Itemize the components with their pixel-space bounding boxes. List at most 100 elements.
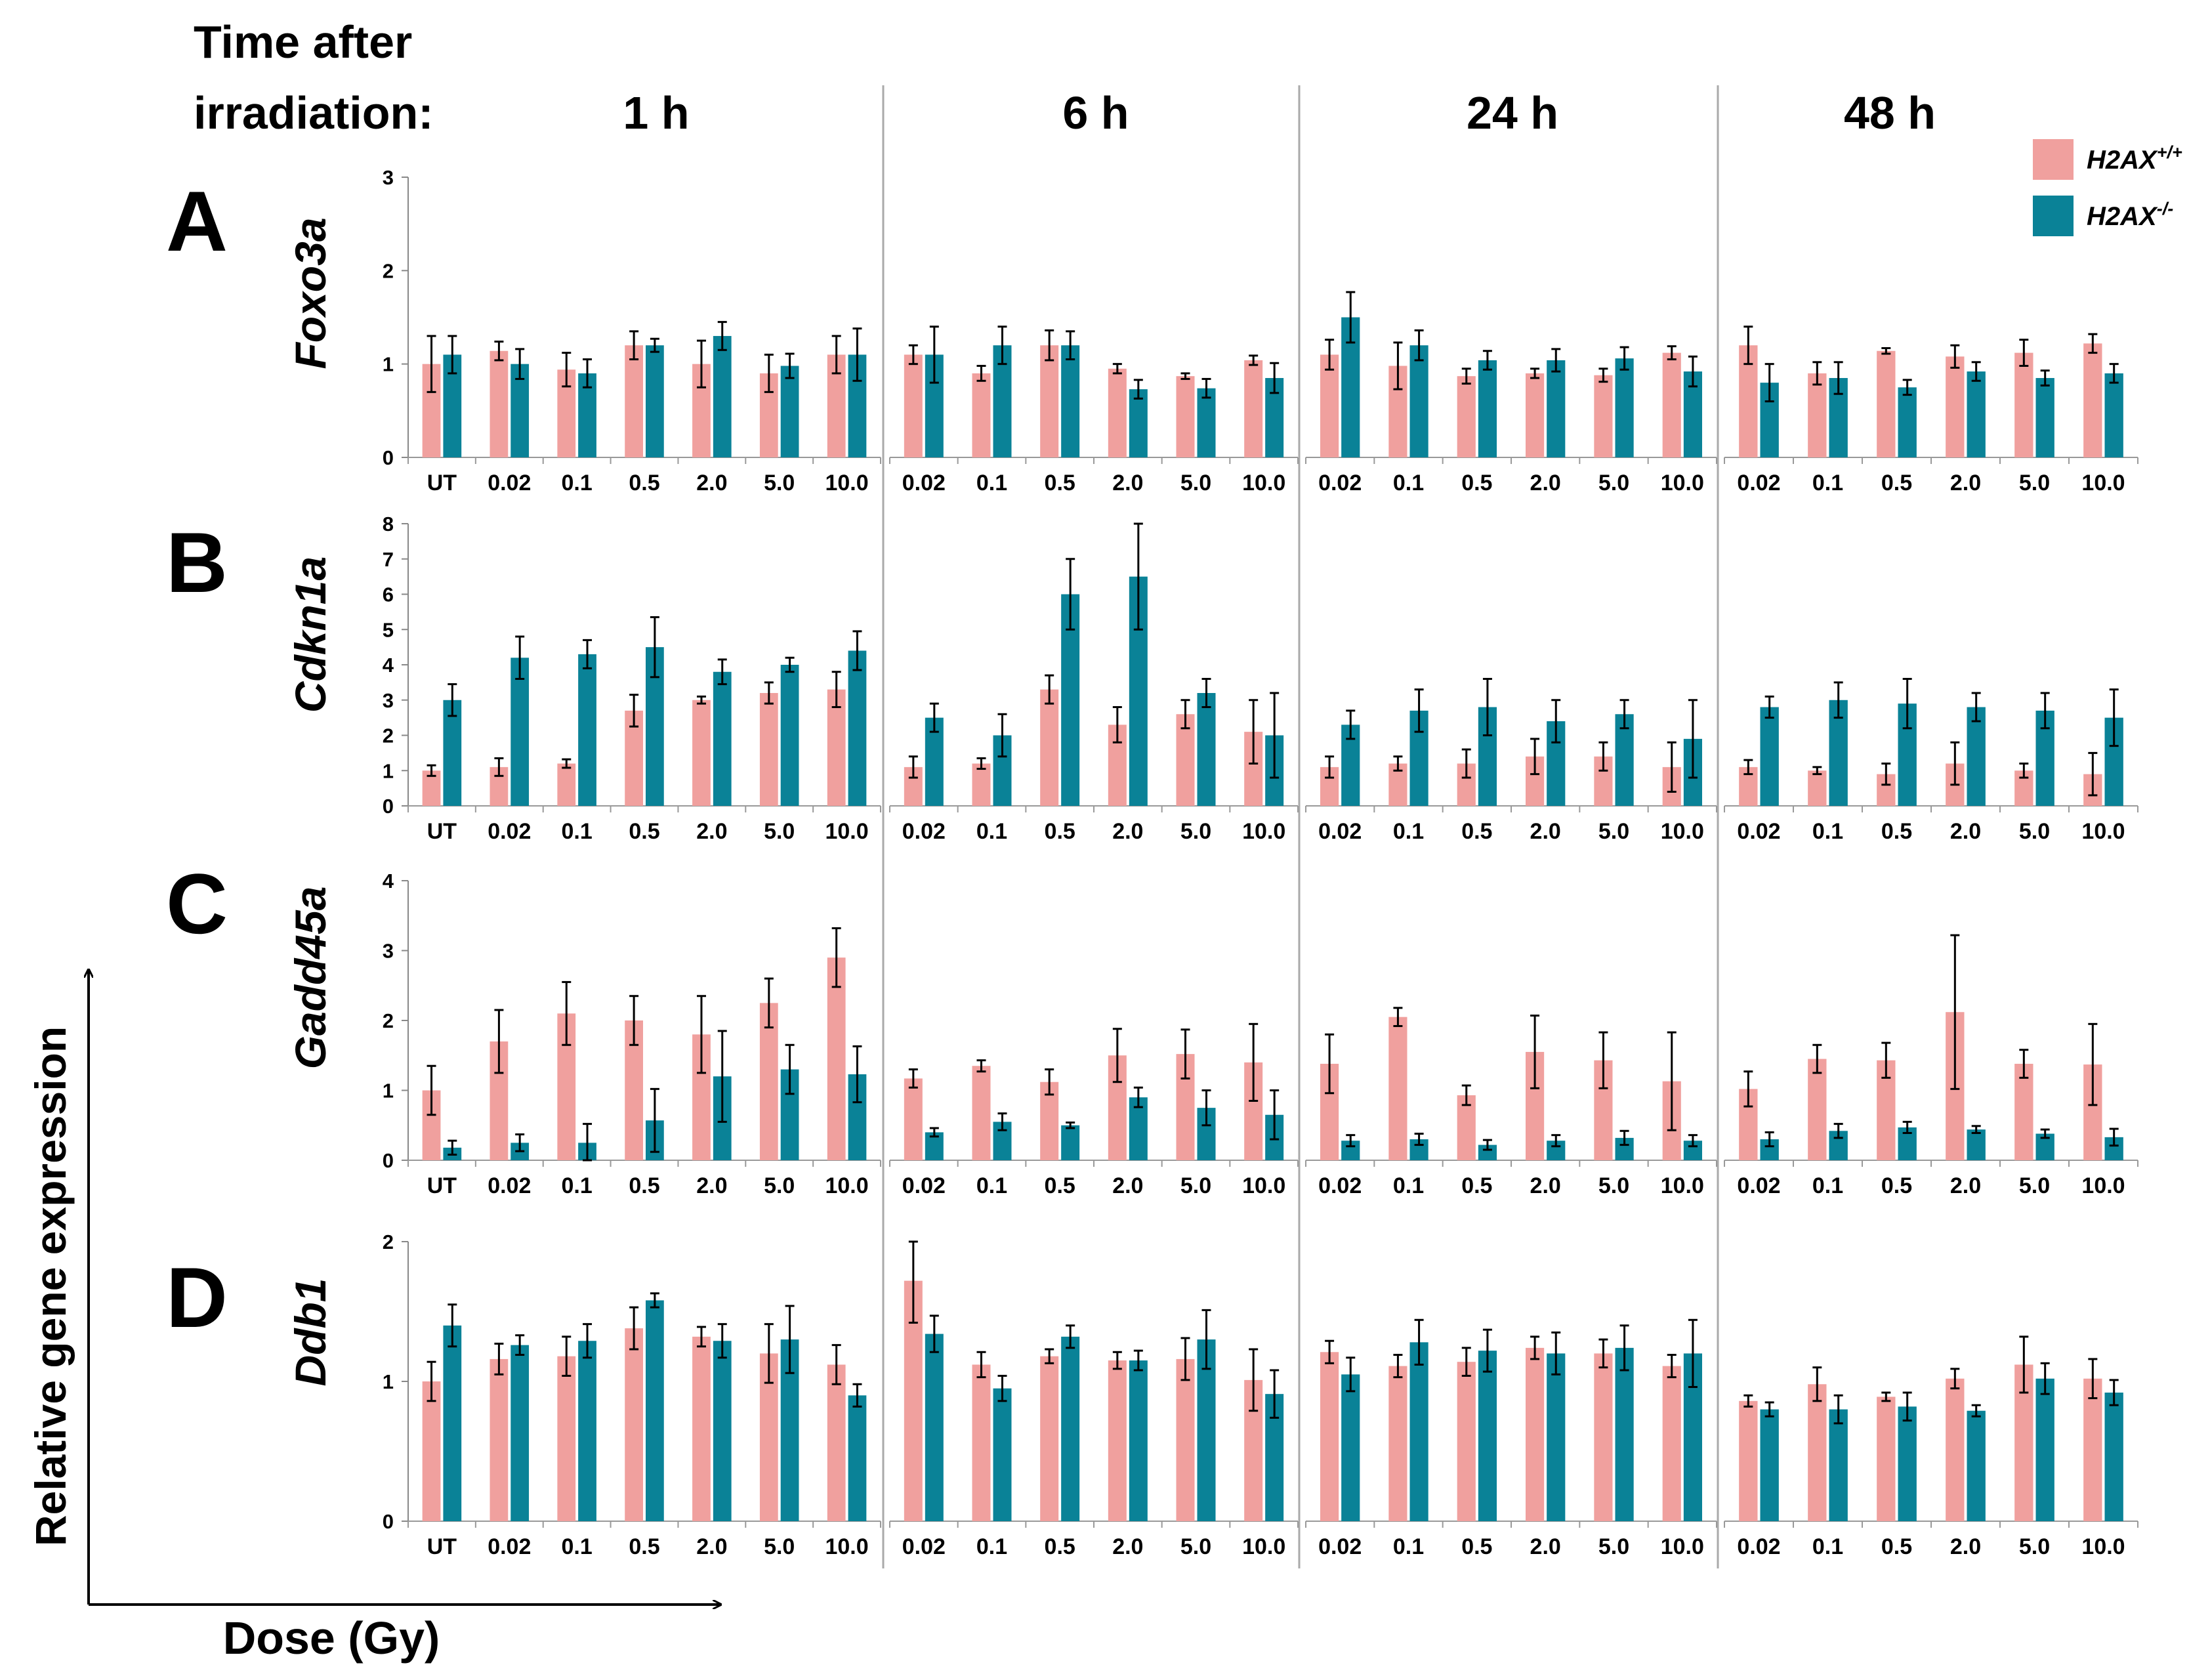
x-tick-label: 2.0 <box>696 1534 727 1559</box>
y-tick-label: 0 <box>383 446 394 469</box>
time-label-24h: 24 h <box>1467 87 1558 138</box>
x-tick-label: 0.5 <box>1461 1534 1492 1559</box>
x-tick-label: 2.0 <box>1112 471 1143 495</box>
x-tick-label: UT <box>427 819 457 844</box>
x-tick-label: 0.1 <box>1812 819 1843 844</box>
x-tick-label: 5.0 <box>764 1173 795 1198</box>
x-tick-label: 5.0 <box>1180 471 1211 495</box>
x-tick-label: 0.1 <box>562 1534 593 1559</box>
bar-ko <box>1547 360 1566 457</box>
x-tick-label: 0.5 <box>629 471 659 495</box>
x-tick-label: 0.1 <box>1812 1534 1843 1559</box>
bar-wt <box>1320 354 1339 457</box>
bar-wt <box>1877 350 1896 457</box>
x-tick-label: 10.0 <box>825 819 868 844</box>
x-tick-label: 0.02 <box>1318 819 1362 844</box>
x-tick-label: 5.0 <box>1180 1534 1211 1559</box>
bar-ko <box>2104 373 2123 457</box>
x-tick-label: 0.02 <box>488 1534 531 1559</box>
bar-ko <box>1409 1342 1428 1521</box>
bar-wt <box>2014 1064 2033 1160</box>
gene-label-gadd45a: Gadd45a <box>286 887 335 1070</box>
x-tick-label: 0.5 <box>1461 819 1492 844</box>
x-tick-label: 0.02 <box>1737 819 1780 844</box>
x-tick-label: 0.02 <box>1737 1534 1780 1559</box>
x-tick-label: 5.0 <box>1598 1534 1629 1559</box>
bar-wt <box>972 763 991 806</box>
bar-ko <box>1197 388 1216 457</box>
x-tick-label: 0.02 <box>902 1173 946 1198</box>
y-tick-label: 0 <box>383 1510 394 1533</box>
bar-wt <box>1808 1059 1827 1160</box>
x-tick-label: 0.1 <box>1393 1173 1424 1198</box>
bar-wt <box>1388 1366 1407 1521</box>
x-tick-label: 10.0 <box>1661 819 1704 844</box>
x-tick-label: 10.0 <box>2081 471 2125 495</box>
bar-wt <box>2083 343 2102 457</box>
bar-wt <box>1662 1366 1681 1521</box>
x-tick-label: 10.0 <box>825 1173 868 1198</box>
x-tick-label: 0.5 <box>1045 1534 1075 1559</box>
x-tick-label: 0.02 <box>902 1534 946 1559</box>
bar-ko <box>848 1395 867 1521</box>
bar-ko <box>1829 1409 1848 1521</box>
row-cdkn1a: 0 1 2 3 4 5 6 7 8 UT 0.02 0.1 0.5 2.0 5.0 10.0 0.02 0.1 0.… <box>383 513 2138 844</box>
bar-ko <box>1061 1336 1080 1521</box>
bar-wt <box>625 1328 643 1521</box>
bar-wt <box>557 1356 576 1521</box>
x-tick-label: 10.0 <box>2081 1534 2125 1559</box>
bar-wt <box>1946 1378 1965 1521</box>
x-tick-label: 10.0 <box>1661 471 1704 495</box>
row-ddb1: 0 1 2 UT 0.02 0.1 0.5 2.0 5.0 10.0 0.02 0.1 0.5 2.0 5.… <box>383 1230 2138 1559</box>
x-tick-label: 0.02 <box>1318 1534 1362 1559</box>
bar-ko <box>511 1345 530 1521</box>
bar-ko <box>780 665 799 806</box>
bar-ko <box>2104 1393 2123 1521</box>
y-tick-label: 4 <box>383 654 394 677</box>
bar-wt <box>1877 1396 1896 1521</box>
legend-label-wt: H2AX+/+ <box>2087 142 2182 175</box>
y-tick-label: 4 <box>383 870 394 892</box>
x-tick-label: 0.1 <box>562 1173 593 1198</box>
y-tick-label: 8 <box>383 513 394 536</box>
bar-wt <box>1108 368 1127 457</box>
bar-wt <box>904 354 923 457</box>
x-tick-label: 5.0 <box>764 471 795 495</box>
time-label-1h: 1 h <box>623 87 689 138</box>
x-tick-label: 5.0 <box>1598 819 1629 844</box>
row-letter-b: B <box>166 514 228 610</box>
x-tick-label: 2.0 <box>1950 819 1981 844</box>
x-tick-label: 10.0 <box>1661 1173 1704 1198</box>
bar-ko <box>1615 1347 1634 1521</box>
bar-wt <box>1946 356 1965 457</box>
x-tick-label: 0.5 <box>1045 819 1075 844</box>
bar-ko <box>925 1334 944 1521</box>
bar-wt <box>2083 1378 2102 1521</box>
bar-ko <box>646 345 664 457</box>
bar-wt <box>1594 1353 1613 1521</box>
bar-ko <box>1760 707 1779 806</box>
y-tick-label: 0 <box>383 795 394 818</box>
bar-wt <box>2014 352 2033 457</box>
time-label-48h: 48 h <box>1844 87 1936 138</box>
bar-ko <box>780 366 799 457</box>
bar-ko <box>1197 693 1216 806</box>
x-tick-label: 2.0 <box>1530 1173 1561 1198</box>
bar-wt <box>1320 1352 1339 1521</box>
x-tick-label: 0.5 <box>1881 1534 1912 1559</box>
bar-wt <box>625 345 643 457</box>
x-tick-label: 2.0 <box>696 471 727 495</box>
bar-ko <box>578 1341 596 1521</box>
bar-ko <box>1967 371 1986 457</box>
y-tick-label: 0 <box>383 1149 394 1172</box>
bar-ko <box>1615 358 1634 457</box>
x-tick-label: 0.1 <box>1393 819 1424 844</box>
x-tick-label: 10.0 <box>1242 1534 1285 1559</box>
bar-ko <box>646 1300 664 1521</box>
bar-wt <box>1457 1095 1476 1160</box>
y-tick-label: 3 <box>383 166 394 189</box>
bar-ko <box>1478 360 1497 457</box>
x-tick-label: 10.0 <box>825 1534 868 1559</box>
bar-ko <box>1478 1351 1497 1521</box>
